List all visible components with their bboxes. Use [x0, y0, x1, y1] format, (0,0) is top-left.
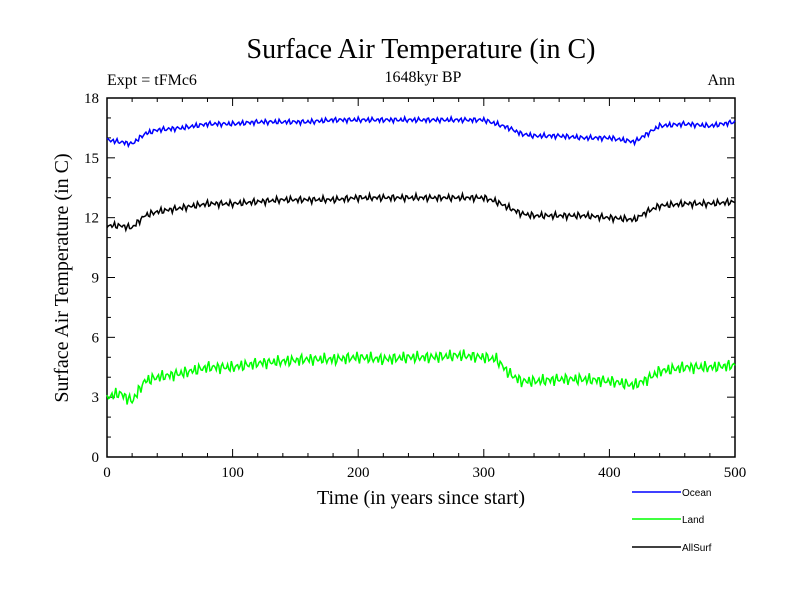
y-tick-label: 15: [84, 151, 99, 167]
legend-label-land: Land: [682, 515, 704, 526]
legend-label-allsurf: AllSurf: [682, 543, 712, 554]
chart-subtitle: 1648kyr BP: [385, 69, 462, 86]
y-tick-label: 12: [84, 211, 99, 227]
chart-title: Surface Air Temperature (in C): [247, 34, 596, 65]
x-tick-label: 100: [221, 465, 244, 481]
x-tick-label: 200: [347, 465, 370, 481]
season-label: Ann: [707, 72, 735, 89]
series-lines: [106, 114, 736, 405]
x-tick-label: 400: [598, 465, 621, 481]
series-line-land: [106, 349, 736, 405]
y-axis-label: Surface Air Temperature (in C): [51, 153, 73, 402]
x-tick-label: 300: [473, 465, 496, 481]
experiment-label: Expt = tFMc6: [107, 72, 197, 89]
plot-frame: [106, 97, 736, 458]
y-tick-label: 9: [92, 271, 100, 287]
x-axis-label: Time (in years since start): [317, 487, 525, 509]
x-axis: 0 100 200 300 400 500: [103, 98, 746, 481]
series-line-ocean: [106, 114, 736, 149]
y-axis: 0 3 6 9 12 15 18: [84, 91, 735, 466]
y-tick-label: 6: [92, 330, 100, 346]
y-tick-label: 0: [92, 450, 100, 466]
y-tick-label: 18: [84, 91, 99, 107]
x-tick-label: 500: [724, 465, 747, 481]
legend: Ocean Land AllSurf: [632, 488, 712, 554]
legend-label-ocean: Ocean: [682, 488, 711, 499]
y-tick-label: 3: [92, 390, 100, 406]
x-tick-label: 0: [103, 465, 111, 481]
series-line-allsurf: [106, 190, 736, 233]
